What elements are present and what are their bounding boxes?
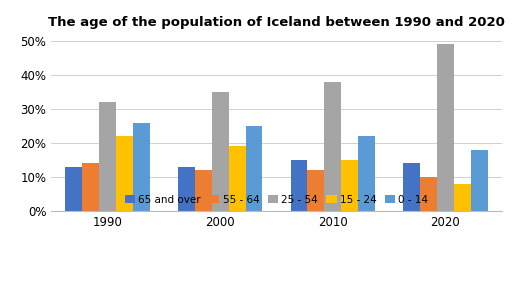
- Bar: [229, 146, 246, 211]
- Bar: [471, 150, 488, 211]
- Legend: 65 and over, 55 - 64, 25 - 54, 15 - 24, 0 - 14: 65 and over, 55 - 64, 25 - 54, 15 - 24, …: [120, 191, 433, 209]
- Bar: [116, 136, 133, 211]
- Bar: [358, 136, 375, 211]
- Title: The age of the population of Iceland between 1990 and 2020: The age of the population of Iceland bet…: [48, 16, 505, 29]
- Bar: [325, 82, 342, 211]
- Bar: [342, 160, 358, 211]
- Bar: [133, 123, 150, 211]
- Bar: [99, 102, 116, 211]
- Bar: [195, 170, 212, 211]
- Bar: [307, 170, 325, 211]
- Bar: [454, 184, 471, 211]
- Bar: [403, 163, 420, 211]
- Bar: [178, 167, 195, 211]
- Bar: [66, 167, 82, 211]
- Bar: [212, 92, 228, 211]
- Bar: [246, 126, 263, 211]
- Bar: [82, 163, 99, 211]
- Bar: [437, 44, 454, 211]
- Bar: [420, 177, 437, 211]
- Bar: [291, 160, 307, 211]
